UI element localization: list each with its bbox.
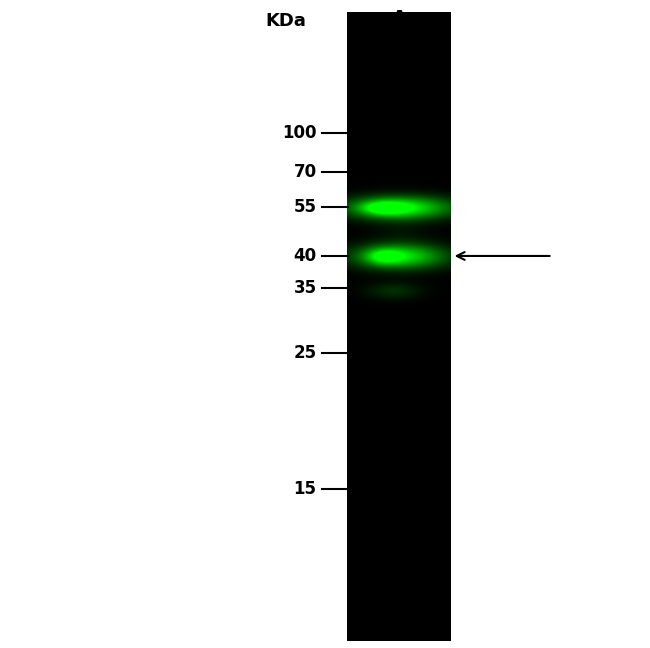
Text: 35: 35 bbox=[293, 279, 317, 297]
Text: A: A bbox=[392, 8, 408, 28]
Text: 25: 25 bbox=[293, 344, 317, 362]
Text: 15: 15 bbox=[294, 480, 317, 498]
Text: 55: 55 bbox=[294, 198, 317, 216]
Text: KDa: KDa bbox=[266, 12, 306, 30]
Text: 40: 40 bbox=[293, 247, 317, 265]
Text: 100: 100 bbox=[282, 124, 317, 142]
Text: 70: 70 bbox=[293, 163, 317, 181]
